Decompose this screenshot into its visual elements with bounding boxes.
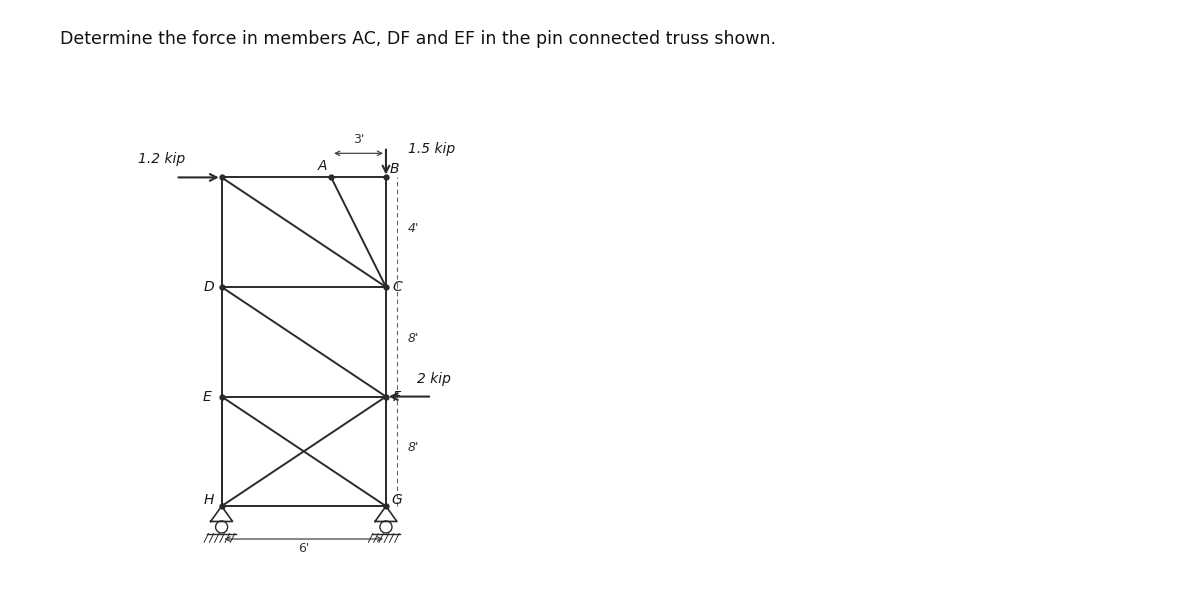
Text: B: B [390,162,400,176]
Text: H: H [203,493,214,507]
Text: 8': 8' [408,441,419,454]
Text: C: C [392,280,402,294]
Text: 4': 4' [408,222,419,235]
Text: D: D [203,280,214,294]
Text: 8': 8' [408,332,419,345]
Text: 1.2 kip: 1.2 kip [138,152,185,166]
Text: A: A [318,159,328,173]
Text: 2 kip: 2 kip [416,372,450,386]
Text: 1.5 kip: 1.5 kip [408,142,455,156]
Text: 3': 3' [353,133,365,146]
Text: G: G [391,493,402,507]
Text: 6': 6' [298,542,310,555]
Text: Determine the force in members AC, DF and EF in the pin connected truss shown.: Determine the force in members AC, DF an… [60,30,776,48]
Text: F: F [392,389,401,404]
Text: E: E [203,389,211,404]
